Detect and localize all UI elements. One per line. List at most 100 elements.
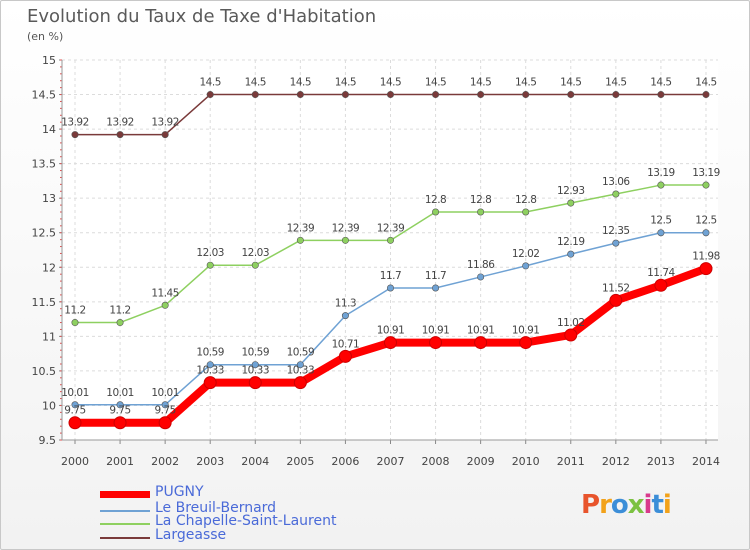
legend-label-le-breuil-bernard: Le Breuil-Bernard [155,500,277,516]
data-point-pugny [654,278,668,292]
data-label-la-chapelle-saint-laurent: 13.19 [647,167,675,179]
data-point-largeasse [432,91,440,99]
data-point-la-chapelle-saint-laurent [206,261,214,269]
plot-area [62,60,718,440]
y-tick-label: 12 [42,261,56,274]
data-point-largeasse [116,131,124,139]
data-point-le-breuil-bernard [71,401,79,409]
x-tick-label: 2014 [692,455,720,468]
data-point-la-chapelle-saint-laurent [702,181,710,189]
data-point-la-chapelle-saint-laurent [612,190,620,198]
data-label-la-chapelle-saint-laurent: 12.39 [287,222,315,234]
data-point-largeasse [71,131,79,139]
logo-letter: P [581,490,600,520]
data-label-largeasse: 14.5 [605,77,626,89]
data-label-le-breuil-bernard: 11.3 [335,298,356,310]
data-point-la-chapelle-saint-laurent [251,261,259,269]
proxiti-logo: Proxiti [581,490,672,520]
data-point-le-breuil-bernard [477,273,485,281]
data-point-pugny [203,376,217,390]
data-point-la-chapelle-saint-laurent [432,208,440,216]
data-label-pugny: 10.33 [241,365,269,377]
data-point-le-breuil-bernard [432,284,440,292]
data-label-pugny: 10.71 [332,338,360,350]
y-tick-label: 11 [42,330,56,343]
data-label-largeasse: 14.5 [200,77,221,89]
data-point-pugny [474,336,488,350]
y-tick-label: 14.5 [32,89,57,102]
data-label-la-chapelle-saint-laurent: 12.8 [425,194,446,206]
data-point-pugny [699,262,713,276]
data-label-pugny: 10.91 [467,325,495,337]
data-label-le-breuil-bernard: 11.7 [425,270,446,282]
x-tick-label: 2011 [557,455,585,468]
data-point-pugny [383,336,397,350]
data-label-le-breuil-bernard: 10.59 [287,347,315,359]
x-tick-label: 2012 [602,455,630,468]
data-label-la-chapelle-saint-laurent: 13.19 [692,167,720,179]
data-point-pugny [158,416,172,430]
x-tick-label: 2002 [151,455,179,468]
chart-subtitle: (en %) [27,30,64,43]
x-tick-label: 2001 [106,455,134,468]
data-label-pugny: 9.75 [154,405,175,417]
data-point-le-breuil-bernard [206,361,214,369]
x-tick-label: 2009 [467,455,495,468]
data-label-largeasse: 13.92 [106,117,134,129]
data-point-le-breuil-bernard [161,401,169,409]
data-label-largeasse: 14.5 [650,77,671,89]
data-label-la-chapelle-saint-laurent: 12.8 [470,194,491,206]
x-tick-label: 2007 [376,455,404,468]
data-point-le-breuil-bernard [657,229,665,237]
x-tick-label: 2013 [647,455,675,468]
data-label-largeasse: 14.5 [560,77,581,89]
data-label-largeasse: 13.92 [61,117,89,129]
chart-title: Evolution du Taux de Taxe d'Habitation [27,6,377,27]
data-label-la-chapelle-saint-laurent: 12.03 [241,247,269,259]
data-point-la-chapelle-saint-laurent [477,208,485,216]
data-label-la-chapelle-saint-laurent: 13.06 [602,176,630,188]
data-label-pugny: 10.33 [287,365,315,377]
data-label-la-chapelle-saint-laurent: 12.8 [515,194,536,206]
data-label-le-breuil-bernard: 11.7 [380,270,401,282]
x-tick-label: 2008 [422,455,450,468]
data-point-le-breuil-bernard [341,312,349,320]
legend-swatch-pugny [100,491,150,498]
data-point-pugny [68,416,82,430]
data-point-largeasse [386,91,394,99]
y-tick-label: 13 [42,192,56,205]
data-point-la-chapelle-saint-laurent [341,236,349,244]
data-point-largeasse [522,91,530,99]
data-label-le-breuil-bernard: 10.59 [241,347,269,359]
data-label-le-breuil-bernard: 10.59 [196,347,224,359]
data-label-le-breuil-bernard: 11.86 [467,259,495,271]
y-tick-label: 11.5 [32,296,57,309]
data-point-largeasse [477,91,485,99]
data-label-largeasse: 14.5 [470,77,491,89]
data-point-largeasse [657,91,665,99]
logo-letter: i [643,490,653,520]
data-label-largeasse: 14.5 [695,77,716,89]
data-label-la-chapelle-saint-laurent: 11.2 [109,305,130,317]
x-tick-label: 2006 [331,455,359,468]
data-point-largeasse [341,91,349,99]
data-label-largeasse: 14.5 [380,77,401,89]
data-label-pugny: 10.91 [512,325,540,337]
data-label-la-chapelle-saint-laurent: 12.39 [377,222,405,234]
data-point-pugny [338,349,352,363]
data-label-le-breuil-bernard: 12.5 [695,215,716,227]
data-label-largeasse: 14.5 [245,77,266,89]
logo-letter: r [599,490,612,520]
logo-letter: x [627,490,645,520]
data-point-largeasse [251,91,259,99]
data-label-le-breuil-bernard: 12.5 [650,215,671,227]
data-point-largeasse [702,91,710,99]
logo-letter: i [662,490,672,520]
data-point-pugny [519,336,533,350]
data-point-le-breuil-bernard [296,361,304,369]
data-label-la-chapelle-saint-laurent: 12.93 [557,185,585,197]
data-point-pugny [293,376,307,390]
data-label-la-chapelle-saint-laurent: 12.39 [332,222,360,234]
data-point-largeasse [296,91,304,99]
data-point-largeasse [567,91,575,99]
